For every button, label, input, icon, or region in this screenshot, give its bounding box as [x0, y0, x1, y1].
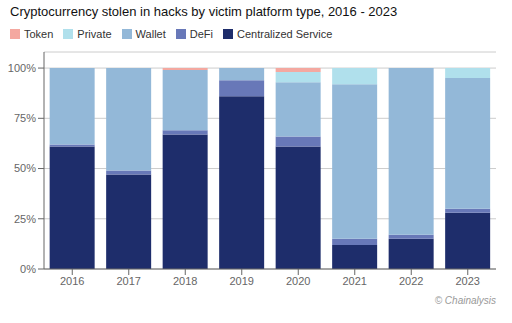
- svg-text:2017: 2017: [117, 275, 141, 287]
- svg-text:2020: 2020: [286, 275, 310, 287]
- html-text:Centralized Service: Centralized Service: [237, 28, 333, 40]
- svg-text:100%: 100%: [8, 62, 36, 74]
- svg-text:50%: 50%: [14, 162, 36, 174]
- svg-text:2016: 2016: [60, 275, 84, 287]
- svg-text:2019: 2019: [230, 275, 254, 287]
- svg-text:25%: 25%: [14, 213, 36, 225]
- html-text:Wallet: Wallet: [135, 28, 166, 40]
- svg-text:2022: 2022: [399, 275, 423, 287]
- html-text:DeFi: DeFi: [189, 28, 213, 40]
- svg-text:2023: 2023: [456, 275, 480, 287]
- svg-text:2021: 2021: [343, 275, 367, 287]
- svg-text:2018: 2018: [173, 275, 197, 287]
- svg-text:0%: 0%: [20, 263, 36, 275]
- html-text:© Chainalysis: © Chainalysis: [434, 295, 496, 306]
- svg-text:75%: 75%: [14, 112, 36, 124]
- html-text:Token: Token: [24, 28, 54, 40]
- html-text:Cryptocurrency stolen in hacks: Cryptocurrency stolen in hacks by victim…: [10, 4, 398, 19]
- html-text:Private: Private: [77, 28, 112, 40]
